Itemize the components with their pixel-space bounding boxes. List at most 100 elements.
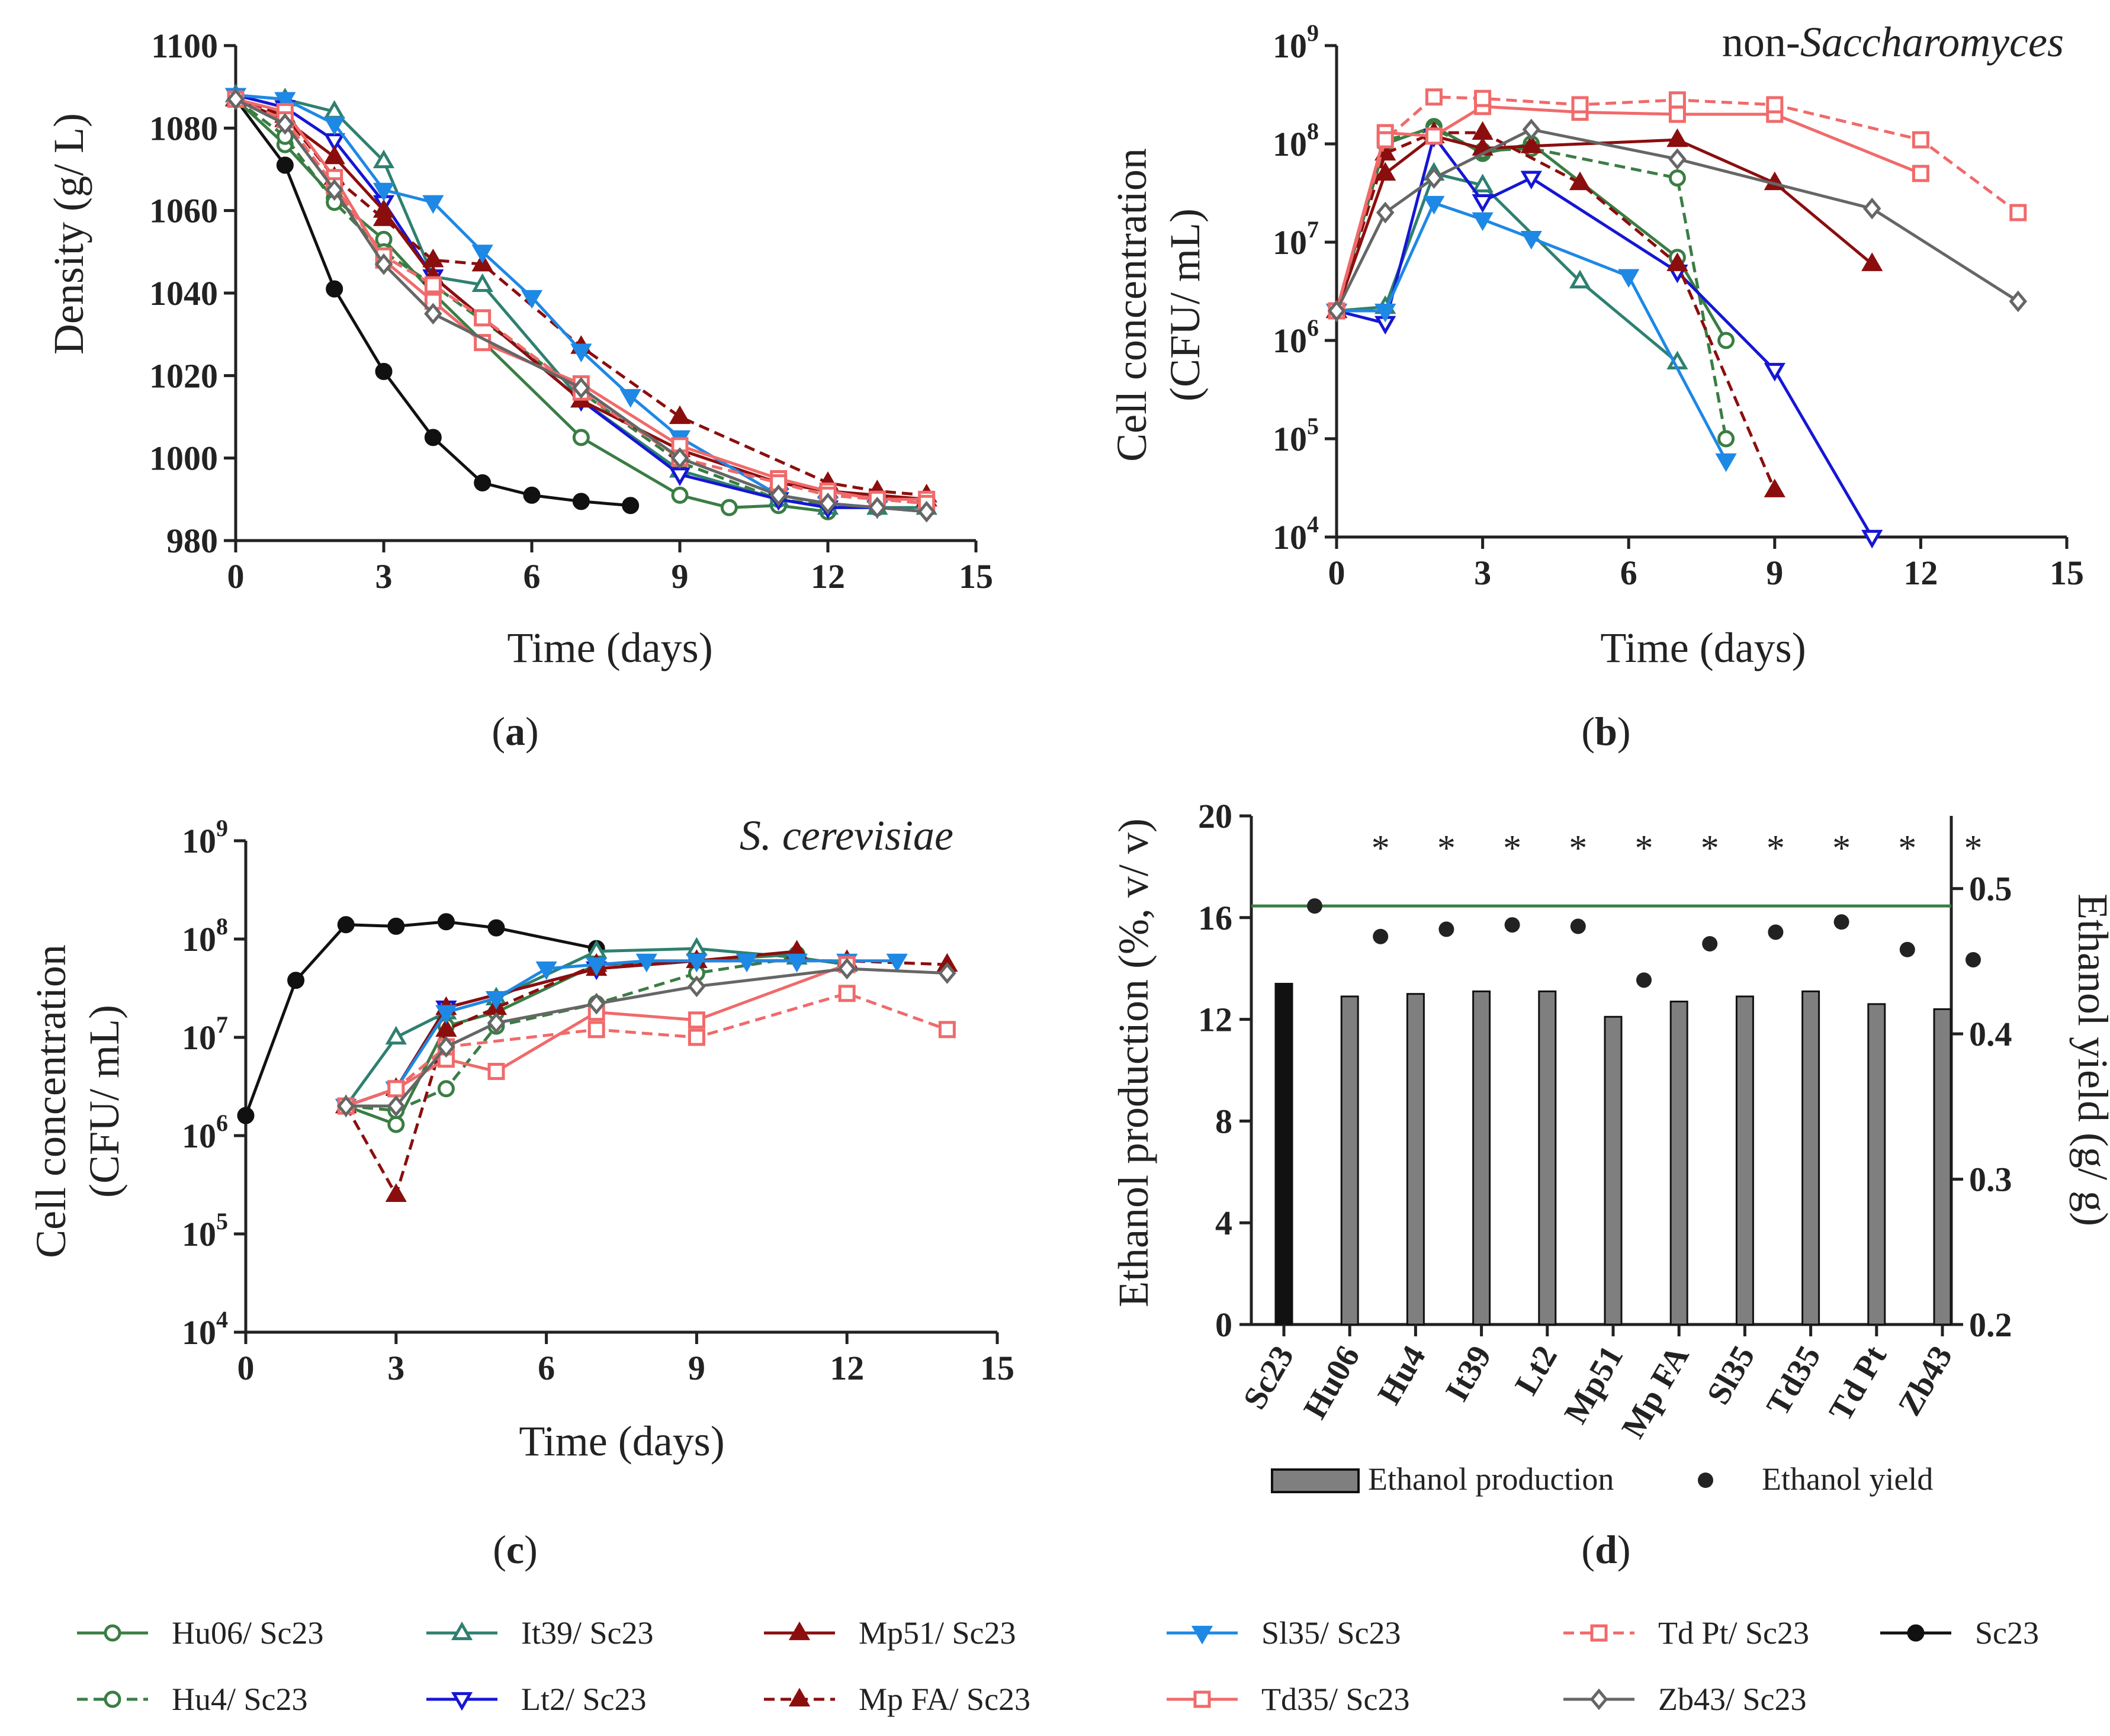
y-tick-label: 108 — [182, 913, 228, 959]
data-point-tdpt — [587, 1021, 605, 1039]
legend-marker — [788, 1621, 811, 1641]
data-point-mp51 — [1520, 134, 1542, 153]
bar-sl35 — [1735, 995, 1754, 1326]
x-tick-label: 6 — [538, 1349, 555, 1387]
panel-a-x-axis-label: Time (days) — [507, 624, 712, 671]
panel-a-label: (a) — [492, 709, 538, 754]
data-point-td35 — [1425, 127, 1443, 145]
data-point-sl35 — [485, 991, 508, 1010]
x-tick-label: 6 — [1620, 554, 1637, 592]
panel-d-right-axis-label: Ethanol yield (g/ g) — [2069, 893, 2110, 1226]
data-point-mp51 — [323, 145, 345, 165]
series-it39 — [1325, 162, 1688, 369]
data-point-td35 — [1668, 105, 1686, 123]
data-point-sc23 — [487, 919, 505, 937]
series-sl35 — [335, 953, 908, 1118]
data-point-it39 — [471, 273, 493, 292]
data-point-zb43 — [325, 179, 343, 201]
data-point-tdpt — [688, 1028, 705, 1046]
bar-hu4 — [1406, 993, 1425, 1326]
series-sl35 — [1325, 195, 1737, 472]
data-point-sl35 — [570, 343, 592, 362]
x-tick-label: 0 — [237, 1349, 255, 1387]
left-y-tick-label: 20 — [1198, 797, 1232, 835]
data-point-zb43 — [837, 957, 856, 980]
data-point-zb43 — [769, 484, 788, 506]
yield-point — [1833, 914, 1849, 930]
category-label: Td35 — [1759, 1340, 1828, 1422]
data-point-zb43 — [1668, 148, 1687, 171]
legend-item-tdpt: Td Pt/ Sc23 — [1563, 1615, 1809, 1651]
category-label: Mp FA — [1615, 1339, 1697, 1444]
data-point-sl35 — [274, 92, 296, 111]
data-point-hu06 — [387, 1115, 405, 1133]
y-tick-label: 109 — [182, 815, 228, 860]
y-tick-label: 107 — [1273, 216, 1319, 262]
series-tdpt — [1328, 88, 2027, 320]
yield-point — [1768, 924, 1784, 940]
category-label: Td Pt — [1822, 1339, 1894, 1428]
data-point-zb43 — [1376, 201, 1395, 224]
data-point-sc23 — [474, 474, 492, 491]
data-point-hu06 — [720, 499, 738, 516]
legend-marker — [451, 1692, 473, 1711]
data-point-sc23 — [387, 917, 405, 935]
x-tick-label: 3 — [375, 557, 393, 596]
series-line-tdpt — [345, 992, 948, 1108]
legend-item-hu4: Hu4/ Sc23 — [77, 1682, 308, 1717]
yield-point — [1636, 972, 1652, 988]
x-tick-label: 12 — [830, 1349, 864, 1387]
y-tick-label: 1100 — [151, 27, 218, 65]
panel-c-annotation: S. cerevisiae — [740, 812, 953, 859]
y-tick-label: 106 — [182, 1110, 228, 1155]
series-line-tdpt — [235, 98, 927, 505]
y-tick-label: 109 — [1273, 20, 1319, 65]
data-point-lt2 — [1764, 362, 1785, 382]
data-point-sl35 — [372, 182, 395, 202]
data-point-sl35 — [1618, 269, 1640, 288]
data-point-tdpt — [474, 309, 492, 327]
data-point-tdpt — [1376, 131, 1394, 149]
y-tick-label: 1060 — [149, 192, 218, 230]
y-tick-label: 104 — [1273, 511, 1319, 557]
data-point-tdpt — [2009, 204, 2027, 221]
series-sc23 — [237, 913, 605, 1124]
data-point-zb43 — [1327, 300, 1346, 322]
legend-bar-swatch — [1271, 1468, 1360, 1493]
panel-c-x-axis-label: Time (days) — [519, 1417, 724, 1465]
data-point-zb43 — [868, 496, 887, 519]
yield-point — [1702, 935, 1718, 951]
right-y-tick-label: 0.2 — [1969, 1306, 2012, 1344]
data-point-zb43 — [688, 975, 706, 998]
data-point-zb43 — [487, 1012, 506, 1034]
data-point-mpfa — [1764, 478, 1785, 497]
significance-star: * — [1701, 828, 1719, 869]
x-tick-label: 12 — [1903, 554, 1938, 592]
legend-label: Sc23 — [1975, 1615, 2039, 1651]
data-point-zb43 — [1425, 167, 1443, 189]
data-point-sl35 — [435, 1005, 457, 1024]
data-point-hu06 — [671, 486, 689, 504]
legend-item-td35: Td35/ Sc23 — [1167, 1682, 1410, 1717]
data-point-zb43 — [276, 113, 294, 135]
data-point-sc23 — [237, 1107, 255, 1124]
panel-d-label: (d) — [1581, 1527, 1630, 1572]
series-line-sl35 — [345, 959, 897, 1108]
series-sl35 — [224, 88, 888, 519]
data-point-tdpt — [838, 985, 856, 1002]
x-tick-label: 0 — [227, 557, 245, 596]
data-point-lt2 — [1861, 529, 1883, 549]
data-point-sc23 — [326, 280, 343, 298]
panel-b-non-saccharomyces-chart: 0 3 6 9 12 15 104 105 106 107 108 109 non-Saccharom… — [1108, 18, 2084, 754]
category-label: Sl35 — [1700, 1340, 1762, 1411]
y-tick-label: 107 — [182, 1011, 228, 1057]
legend-item-hu06: Hu06/ Sc23 — [77, 1615, 324, 1651]
legend-label: Mp51/ Sc23 — [859, 1615, 1016, 1651]
legend-item-lt2: Lt2/ Sc23 — [426, 1682, 647, 1717]
data-point-sc23 — [337, 916, 355, 934]
data-point-sl35 — [422, 195, 444, 214]
left-y-tick-label: 4 — [1215, 1204, 1232, 1242]
category-label: Mp51 — [1557, 1340, 1631, 1430]
data-point-sl35 — [535, 961, 557, 980]
